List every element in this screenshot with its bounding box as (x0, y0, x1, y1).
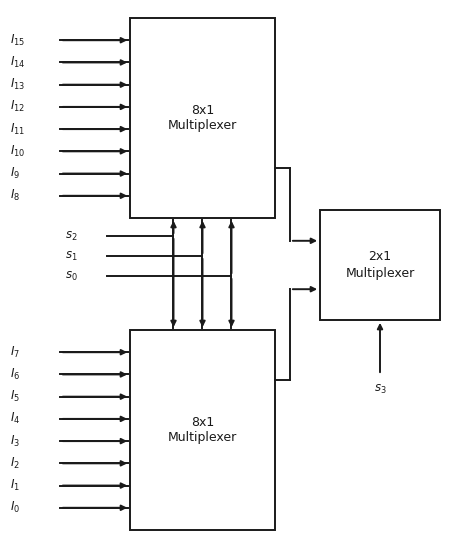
Text: $I_{9}$: $I_{9}$ (10, 166, 20, 181)
Text: $I_{10}$: $I_{10}$ (10, 144, 25, 159)
Text: $I_{13}$: $I_{13}$ (10, 77, 25, 92)
Text: Multiplexer: Multiplexer (168, 432, 237, 445)
Text: $s_{3}$: $s_{3}$ (374, 383, 386, 396)
Text: $I_{6}$: $I_{6}$ (10, 367, 20, 382)
Text: $I_{2}$: $I_{2}$ (10, 456, 20, 471)
Bar (130, 330, 275, 530)
Text: $I_{4}$: $I_{4}$ (10, 412, 20, 426)
Text: $s_{1}$: $s_{1}$ (65, 249, 78, 263)
Text: $I_{1}$: $I_{1}$ (10, 478, 20, 493)
Text: $I_{15}$: $I_{15}$ (10, 32, 25, 48)
Text: 8x1: 8x1 (191, 416, 214, 428)
Text: $I_{3}$: $I_{3}$ (10, 433, 20, 449)
Text: $I_{7}$: $I_{7}$ (10, 344, 20, 360)
Text: $s_{0}$: $s_{0}$ (65, 269, 78, 283)
Text: $I_{12}$: $I_{12}$ (10, 99, 25, 114)
Text: $s_{2}$: $s_{2}$ (65, 230, 78, 242)
Text: 2x1: 2x1 (368, 250, 392, 264)
Text: Multiplexer: Multiplexer (168, 119, 237, 133)
Text: 8x1: 8x1 (191, 104, 214, 116)
Bar (130, 18, 275, 218)
Text: $I_{8}$: $I_{8}$ (10, 188, 20, 203)
Text: $I_{5}$: $I_{5}$ (10, 389, 20, 404)
Text: $I_{0}$: $I_{0}$ (10, 500, 20, 515)
Text: $I_{14}$: $I_{14}$ (10, 55, 26, 70)
Text: Multiplexer: Multiplexer (346, 267, 415, 279)
Bar (320, 210, 440, 320)
Text: $I_{11}$: $I_{11}$ (10, 122, 25, 137)
